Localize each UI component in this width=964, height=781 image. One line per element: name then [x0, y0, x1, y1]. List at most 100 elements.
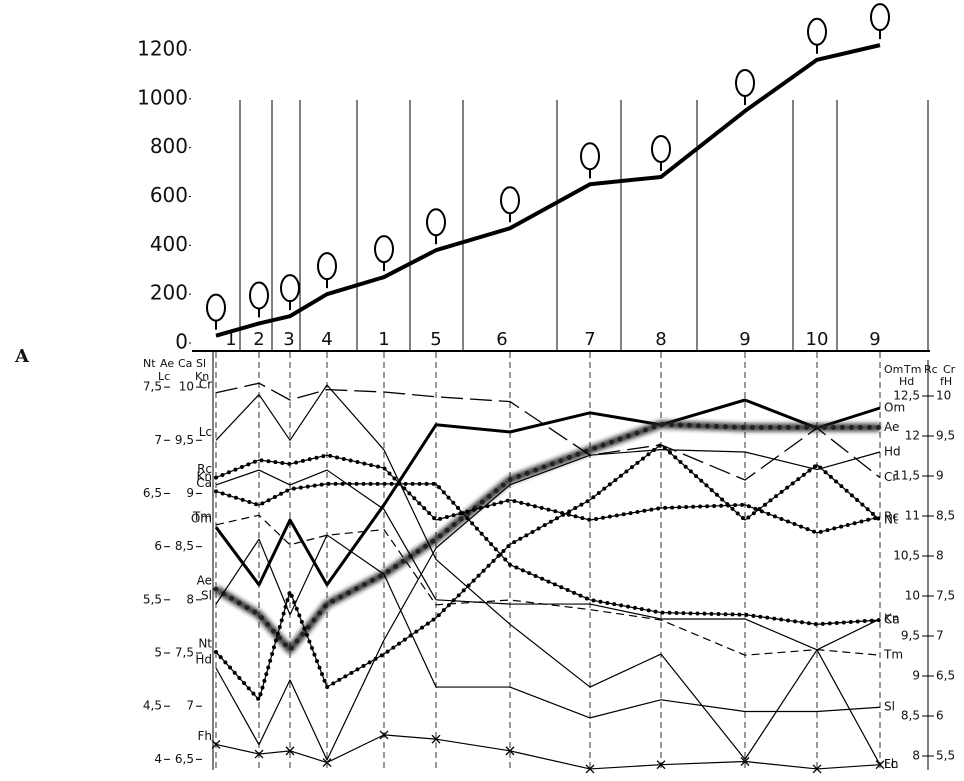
axis-header: Nt [143, 357, 156, 370]
axis-header: Cr [943, 363, 956, 376]
series-label: Sl [884, 700, 895, 714]
tree-crown [580, 142, 600, 171]
series-line [215, 384, 881, 765]
y-tick-label: 10 [905, 589, 920, 603]
panel-label: A [14, 346, 30, 367]
series-label: Nt [198, 636, 212, 650]
zone-label: 6 [496, 329, 507, 350]
cross-marker [875, 760, 885, 770]
zone-label: 1 [378, 329, 389, 350]
series-line [213, 421, 883, 653]
axis-header: Hd [899, 375, 914, 388]
cross-marker [211, 740, 221, 749]
zone-label: 7 [584, 329, 595, 350]
axis-header: fH [940, 375, 952, 388]
y-tick-label: 5 [154, 646, 162, 660]
series-label: Nt [884, 513, 898, 527]
y-tick-label: 600 [150, 183, 188, 207]
tree-crown [651, 134, 671, 163]
series-label: Hd [195, 653, 212, 667]
y-tick-label: 8 [936, 549, 944, 563]
y-tick-label: 800 [150, 134, 188, 158]
series-label: Cr [884, 470, 897, 484]
tree-crown [249, 281, 269, 310]
y-tick-label: 6 [154, 539, 162, 553]
y-tick-label: 200 [150, 281, 188, 305]
y-tick-label: 12 [905, 429, 920, 443]
series-label: Lc [884, 757, 897, 771]
series-label: Rc [884, 509, 899, 523]
y-tick-label: 11,5 [893, 469, 920, 483]
series-label: Tm [883, 648, 903, 662]
y-tick-label: 9 [186, 486, 194, 500]
series-label: Om [191, 512, 212, 526]
tree-crown [374, 235, 394, 264]
series-line [215, 483, 881, 625]
y-tick-label: 11 [905, 509, 920, 523]
y-tick-label: 5,5 [936, 749, 955, 763]
tree-crown [870, 3, 890, 32]
tree-crown [807, 17, 827, 46]
tree-crown [735, 69, 755, 98]
series-line [215, 469, 881, 651]
y-tick-label: 9 [912, 669, 920, 683]
y-tick-label: 6,5 [143, 486, 162, 500]
cross-marker [656, 760, 666, 770]
y-tick-label: 7,5 [175, 646, 194, 660]
y-tick-label: 4 [154, 752, 162, 766]
axis-header: Lc [158, 370, 170, 383]
series-line [215, 514, 881, 656]
axis-header: Kn [195, 370, 209, 383]
series-label: Tm [192, 509, 212, 523]
cross-marker [254, 749, 264, 759]
series-line [214, 442, 882, 702]
series-label: Ae [197, 574, 212, 588]
y-tick-label: 8,5 [175, 539, 194, 553]
cross-marker [379, 730, 389, 740]
series-label: Ca [884, 613, 900, 627]
y-tick-label: 6,5 [175, 752, 194, 766]
y-tick-label: 0 [175, 330, 188, 354]
y-tick-label: 9,5 [936, 429, 955, 443]
zone-label: 9 [869, 329, 880, 350]
y-tick-label: 7 [154, 433, 162, 447]
y-tick-label: 400 [150, 232, 188, 256]
series-label: Lc [199, 425, 212, 439]
tree-crown [206, 293, 226, 322]
cross-marker [812, 764, 822, 774]
series-label: Fh [197, 729, 212, 743]
tree-crown [500, 186, 520, 215]
y-tick-label: 6,5 [936, 669, 955, 683]
zone-label: 9 [739, 329, 750, 350]
zone-label: 10 [806, 329, 829, 350]
cross-marker [322, 758, 332, 768]
axis-header: Ca [178, 357, 192, 370]
y-tick-label: 8,5 [936, 509, 955, 523]
tree-crown [317, 252, 337, 281]
cross-marker [431, 734, 441, 744]
chemistry-panel: 4 4,5 5 5,5 6 6,5 7 7,5 6,5 7 7,5 8 8,5 9 9,5 10 8 8,5 9 9,… [143, 352, 956, 774]
series-label: Ca [196, 476, 212, 490]
series-line [215, 734, 881, 770]
series-line [215, 449, 881, 761]
zone-label: 3 [283, 329, 294, 350]
y-tick-label: 10,5 [893, 549, 920, 563]
altitude-profile [215, 43, 881, 338]
y-tick-label: 10 [179, 380, 194, 394]
y-tick-label: 9,5 [175, 433, 194, 447]
series-line [214, 481, 882, 627]
series-label: Fh [884, 757, 899, 771]
series-line [214, 398, 881, 587]
zone-label: 8 [655, 329, 666, 350]
y-tick-label: 1000 [137, 85, 188, 109]
y-tick-label: 7 [936, 629, 944, 643]
y-tick-label: 8 [186, 592, 194, 606]
series-label: Sl [201, 589, 212, 603]
y-tick-label: 4,5 [143, 699, 162, 713]
cross-marker [285, 746, 295, 756]
zone-label: 2 [253, 329, 264, 350]
axis-header: Sl [196, 357, 206, 370]
axis-header: Ae [160, 357, 174, 370]
